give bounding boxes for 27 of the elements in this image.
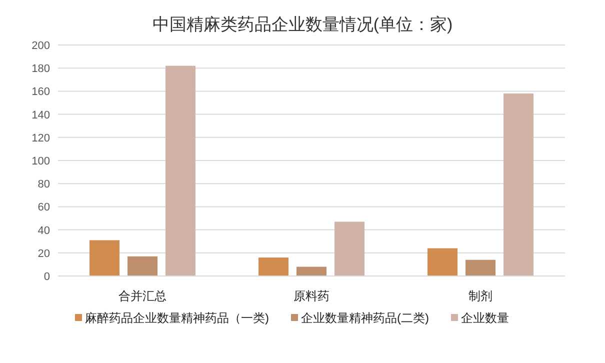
bar xyxy=(428,248,458,276)
legend-label: 企业数量 xyxy=(461,311,509,325)
bar xyxy=(90,240,120,276)
x-tick-label: 合并汇总 xyxy=(118,289,166,303)
x-tick-label: 制剂 xyxy=(468,289,492,303)
y-tick-label: 100 xyxy=(32,156,50,168)
legend-label: 企业数量精神药品(二类) xyxy=(301,311,429,325)
chart-title: 中国精麻类药品企业数量情况(单位：家) xyxy=(152,15,453,34)
y-tick-label: 180 xyxy=(32,63,50,76)
y-tick-label: 40 xyxy=(38,224,50,237)
y-tick-label: 60 xyxy=(38,202,50,214)
bar xyxy=(128,256,158,276)
y-tick-label: 80 xyxy=(38,178,50,191)
y-tick-label: 20 xyxy=(38,248,50,260)
y-tick-label: 120 xyxy=(32,132,50,144)
y-tick-label: 200 xyxy=(32,40,50,52)
bar xyxy=(334,222,364,276)
bar xyxy=(504,94,534,276)
bar xyxy=(258,258,288,276)
y-tick-label: 140 xyxy=(32,109,50,122)
bar xyxy=(166,66,196,276)
x-tick-label: 原料药 xyxy=(294,289,330,303)
legend-label: 麻醉药品企业数量精神药品（一类) xyxy=(85,311,269,325)
y-tick-label: 160 xyxy=(32,86,50,98)
bar xyxy=(296,266,326,276)
y-tick-label: 0 xyxy=(44,271,50,283)
bar xyxy=(466,260,496,276)
